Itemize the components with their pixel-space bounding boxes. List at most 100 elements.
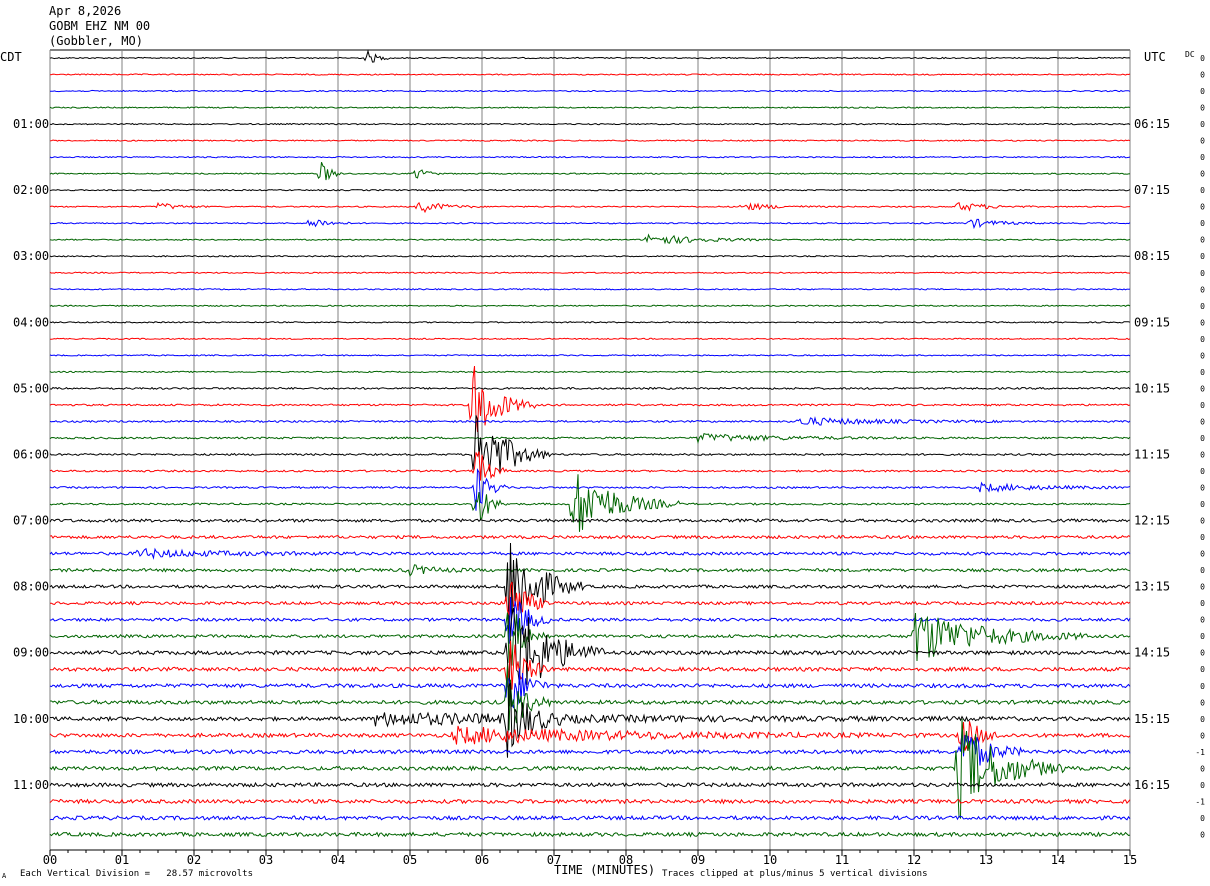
trace-line xyxy=(49,255,1131,258)
left-hour-label: 07:00 xyxy=(13,514,49,528)
trace-line xyxy=(49,304,1131,308)
trace-line xyxy=(49,89,1131,93)
trace-line xyxy=(49,218,1131,230)
dc-offset-label: 0 xyxy=(1200,368,1205,377)
trace-line xyxy=(49,682,1131,758)
trace-line xyxy=(49,73,1131,76)
x-tick-label: 06 xyxy=(475,853,489,867)
dc-offset-label: 0 xyxy=(1200,566,1205,575)
trace-line xyxy=(49,288,1131,291)
trace-line xyxy=(49,640,1131,690)
trace-line xyxy=(49,607,1131,707)
trace-line xyxy=(49,354,1131,357)
trace-line xyxy=(49,831,1131,838)
trace-line xyxy=(49,798,1131,805)
corner-mark: A xyxy=(2,872,7,880)
dc-offset-label: 0 xyxy=(1200,170,1205,179)
dc-offset-label: 0 xyxy=(1200,87,1205,96)
trace-line xyxy=(49,451,1131,481)
x-tick-label: 08 xyxy=(619,853,633,867)
left-hour-label: 03:00 xyxy=(13,249,49,263)
x-tick-label: 02 xyxy=(187,853,201,867)
trace-line xyxy=(49,781,1131,788)
trace-line xyxy=(49,668,1131,709)
x-tick-label: 14 xyxy=(1051,853,1065,867)
dc-offset-label: 0 xyxy=(1200,583,1205,592)
trace-line xyxy=(49,534,1131,540)
dc-offset-label: 0 xyxy=(1200,517,1205,526)
trace-line xyxy=(49,271,1131,275)
trace-line xyxy=(49,721,1131,751)
right-hour-labels: 06:15 07:15 08:15 09:15 10:15 11:15 12:15 13:15… xyxy=(1134,117,1170,792)
trace-line xyxy=(49,386,1131,391)
dc-offset-label: 0 xyxy=(1200,814,1205,823)
clip-note: Traces clipped at plus/minus 5 vertical … xyxy=(662,869,928,879)
dc-offset-label: 0 xyxy=(1200,351,1205,360)
dc-offset-label: 0 xyxy=(1200,318,1205,327)
x-tick-label: 05 xyxy=(403,853,417,867)
dc-offset-label: 0 xyxy=(1200,500,1205,509)
dc-offset-label: 0 xyxy=(1200,203,1205,212)
dc-offset-label: 0 xyxy=(1200,153,1205,162)
dc-offset-label: 0 xyxy=(1200,632,1205,641)
dc-offset-label: 0 xyxy=(1200,335,1205,344)
x-tick-label: 00 xyxy=(43,853,57,867)
dc-offset-label: 0 xyxy=(1200,450,1205,459)
trace-line xyxy=(49,542,1130,635)
dc-offset-label: -1 xyxy=(1195,797,1205,806)
trace-line xyxy=(49,432,1131,445)
dc-offset-label: 0 xyxy=(1200,285,1205,294)
left-hour-label: 06:00 xyxy=(13,447,49,461)
trace-line xyxy=(49,49,1131,63)
trace-line xyxy=(50,665,1131,731)
x-axis: 00 01 02 03 04 05 06 07 08 09 10 11 12 13 14 15 xyxy=(43,849,1137,867)
trace-line xyxy=(49,188,1131,192)
x-tick-label: 09 xyxy=(691,853,705,867)
right-hour-label: 16:15 xyxy=(1134,778,1170,792)
dc-offset-label: 0 xyxy=(1200,269,1205,278)
dc-label: DC xyxy=(1185,50,1195,59)
right-hour-label: 10:15 xyxy=(1134,381,1170,395)
header-station: GOBM EHZ NM 00 xyxy=(49,19,150,33)
dc-offset-label: 0 xyxy=(1200,649,1205,658)
vertical-gridlines xyxy=(49,49,1131,850)
dc-offset-label: 0 xyxy=(1200,236,1205,245)
trace-line xyxy=(49,730,1131,766)
trace-line xyxy=(49,474,1131,532)
dc-offset-label: 0 xyxy=(1200,550,1205,559)
dc-offset-label: 0 xyxy=(1200,731,1205,740)
left-hour-label: 08:00 xyxy=(13,580,49,594)
dc-offset-label: 0 xyxy=(1200,599,1205,608)
left-timezone-label: CDT xyxy=(0,50,22,64)
right-hour-label: 14:15 xyxy=(1134,646,1170,660)
trace-line xyxy=(49,162,1131,181)
right-hour-label: 08:15 xyxy=(1134,249,1170,263)
dc-offset-label: 0 xyxy=(1200,417,1205,426)
dc-offset-label: 0 xyxy=(1200,401,1205,410)
trace-line xyxy=(49,365,1131,433)
dc-offset-label: 0 xyxy=(1200,533,1205,542)
left-hour-label: 02:00 xyxy=(13,183,49,197)
x-tick-label: 03 xyxy=(259,853,273,867)
dc-offset-label: 0 xyxy=(1200,698,1205,707)
header-location: (Gobbler, MO) xyxy=(49,34,143,48)
trace-line xyxy=(49,518,1131,524)
trace-line xyxy=(49,155,1131,159)
trace-line xyxy=(49,718,1131,820)
dc-offset-label: -1 xyxy=(1195,748,1205,757)
dc-offset-label: 0 xyxy=(1200,467,1205,476)
dc-offset-label: 0 xyxy=(1200,252,1205,261)
dc-offset-label: 0 xyxy=(1200,54,1205,63)
x-tick-label: 07 xyxy=(547,853,561,867)
dc-offset-label: 0 xyxy=(1200,120,1205,129)
trace-line xyxy=(49,106,1131,109)
dc-offset-label: 0 xyxy=(1200,384,1205,393)
trace-line xyxy=(49,415,1131,472)
dc-offset-label: 0 xyxy=(1200,830,1205,839)
right-hour-label: 11:15 xyxy=(1134,447,1170,461)
x-tick-label: 12 xyxy=(907,853,921,867)
dc-offset-label: 0 xyxy=(1200,665,1205,674)
dc-offset-label: 0 xyxy=(1200,219,1205,228)
left-hour-label: 09:00 xyxy=(13,646,49,660)
